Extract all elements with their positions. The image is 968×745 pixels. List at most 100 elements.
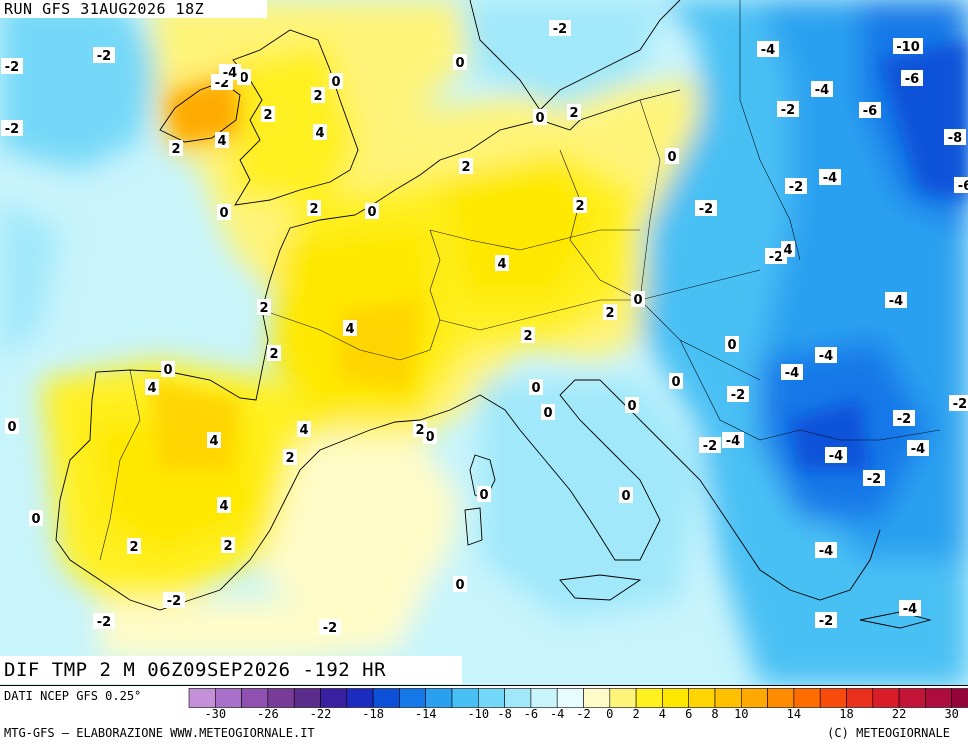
isotherm-label-bg	[453, 54, 467, 70]
isotherm-label-bg	[949, 395, 968, 411]
isotherm-label-bg	[907, 440, 929, 456]
isotherm-label: -2	[5, 122, 19, 137]
isotherm-label: -2	[323, 621, 337, 636]
isotherm-label-bg	[477, 486, 491, 502]
isotherm-label-bg	[365, 203, 379, 219]
isotherm-label: 4	[299, 423, 308, 438]
isotherm-label: 0	[455, 578, 464, 593]
isotherm-label-bg	[521, 327, 535, 343]
isotherm-label-bg	[413, 421, 427, 437]
color-swatch	[451, 688, 479, 708]
credit-right: (C) METEOGIORNALE	[827, 726, 950, 740]
isotherm-labels: -2-2-2-20-4-20224420-20020-4-10-6-4-2-6-…	[1, 20, 968, 636]
color-scale-tick: -10	[467, 707, 490, 721]
isotherm-label-bg	[549, 20, 571, 36]
isotherm-label: 4	[217, 134, 226, 149]
isotherm-label: 0	[239, 71, 248, 86]
isotherm-label: -2	[819, 614, 833, 629]
isotherm-label-bg	[495, 255, 509, 271]
isotherm-label-bg	[859, 102, 881, 118]
isotherm-label: 0	[727, 338, 736, 353]
isotherm-label: 2	[129, 540, 138, 555]
isotherm-label: -4	[889, 294, 903, 309]
isotherm-label: 2	[263, 108, 272, 123]
isotherm-label-bg	[267, 345, 281, 361]
isotherm-label-bg	[669, 373, 683, 389]
isotherm-label-bg	[603, 304, 617, 320]
isotherm-label-bg	[944, 129, 966, 145]
isotherm-label: -2	[897, 412, 911, 427]
color-scale-tick: 4	[658, 707, 667, 721]
temperature-anomaly-map: -2-2-2-20-4-20224420-20020-4-10-6-4-2-6-…	[0, 0, 968, 686]
isotherm-label-bg	[283, 449, 297, 465]
isotherm-label: 2	[523, 329, 532, 344]
isotherm-label-bg	[893, 38, 923, 54]
color-swatch	[504, 688, 532, 708]
isotherm-label: -6	[958, 179, 968, 194]
isotherm-label: 4	[345, 322, 354, 337]
color-scale-tick: 14	[786, 707, 802, 721]
isotherm-label-bg	[815, 612, 837, 628]
isotherm-label: -8	[948, 131, 962, 146]
color-scale-tick: 6	[685, 707, 693, 721]
isotherm-label-bg	[954, 177, 968, 193]
isotherm-label-bg	[567, 104, 581, 120]
isotherm-label-bg	[781, 364, 803, 380]
color-scale-tick: -6	[523, 707, 539, 721]
isotherm-label: 0	[31, 512, 40, 527]
isotherm-label: 2	[309, 202, 318, 217]
isotherm-label: 2	[415, 423, 424, 438]
isotherm-label: -4	[819, 349, 833, 364]
isotherm-label: 0	[621, 489, 630, 504]
isotherm-label: 0	[543, 406, 552, 421]
color-swatch	[293, 688, 321, 708]
isotherm-label: 2	[223, 539, 232, 554]
color-scale-tick: -8	[497, 707, 512, 721]
isotherm-label-bg	[145, 379, 159, 395]
color-scale-tick: 2	[632, 707, 640, 721]
isotherm-label: -2	[703, 439, 717, 454]
color-swatch	[267, 688, 295, 708]
color-swatch	[846, 688, 874, 708]
isotherm-label-bg	[343, 320, 357, 336]
isotherm-label: 2	[269, 347, 278, 362]
isotherm-label-bg	[785, 178, 807, 194]
isotherm-label-bg	[161, 361, 175, 377]
isotherm-label-bg	[625, 397, 639, 413]
isotherm-label-bg	[863, 470, 885, 486]
isotherm-label: 0	[219, 206, 228, 221]
color-swatch	[556, 688, 584, 708]
isotherm-label: -4	[903, 602, 917, 617]
color-scale-tick: -26	[257, 707, 279, 721]
isotherm-label: -4	[911, 442, 925, 457]
color-swatch	[951, 688, 968, 708]
isotherm-label: -2	[699, 202, 713, 217]
isotherm-label: 0	[535, 111, 544, 126]
isotherm-label-bg	[777, 101, 799, 117]
isotherm-label: -4	[829, 449, 843, 464]
isotherm-label: 0	[163, 363, 172, 378]
isotherm-label-bg	[899, 600, 921, 616]
isotherm-label: 2	[285, 451, 294, 466]
isotherm-label-bg	[319, 619, 341, 635]
anomaly-field	[0, 0, 968, 685]
isotherm-label: -2	[789, 180, 803, 195]
color-swatch	[740, 688, 768, 708]
isotherm-label: -4	[726, 434, 740, 449]
isotherm-label: -2	[781, 103, 795, 118]
isotherm-label: -10	[896, 40, 920, 55]
color-swatch	[320, 688, 348, 708]
isotherm-label: 2	[259, 301, 268, 316]
isotherm-label: -6	[905, 72, 919, 87]
isotherm-label: 0	[633, 293, 642, 308]
isotherm-label: 0	[331, 75, 340, 90]
color-swatch	[530, 688, 558, 708]
isotherm-label-bg	[29, 510, 43, 526]
isotherm-label: -2	[5, 60, 19, 75]
isotherm-label: 0	[7, 420, 16, 435]
isotherm-label: 4	[219, 499, 228, 514]
color-scale-tick: -18	[362, 707, 384, 721]
isotherm-label-bg	[815, 347, 837, 363]
isotherm-label: -4	[785, 366, 799, 381]
isotherm-label-bg	[1, 120, 23, 136]
